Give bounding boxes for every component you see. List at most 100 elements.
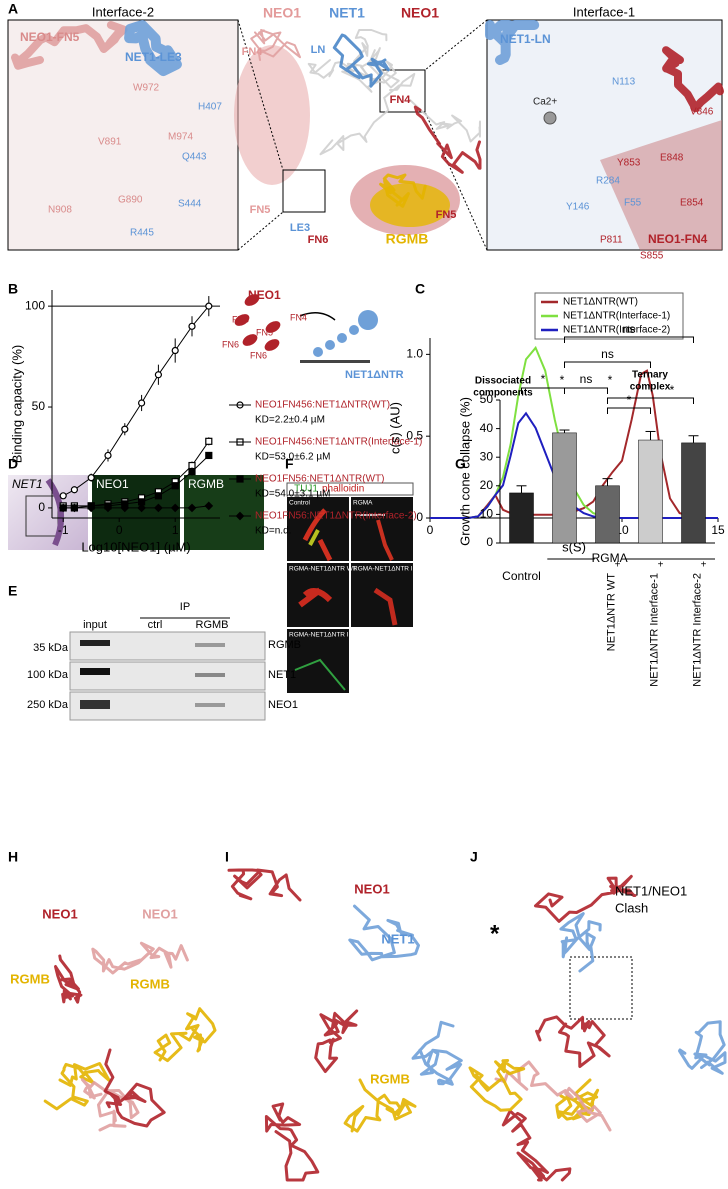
- bar: [595, 485, 620, 544]
- label: NET1: [12, 477, 43, 491]
- structure-trace: [348, 904, 420, 962]
- structure-trace: [413, 105, 482, 174]
- marker: [205, 302, 213, 310]
- label: FN5: [250, 204, 271, 216]
- significance-bracket: [521, 387, 565, 394]
- label: phalloidin: [322, 484, 364, 495]
- annotation: Ternary: [632, 370, 668, 381]
- label: H407: [198, 102, 222, 113]
- label: V846: [690, 107, 714, 118]
- inset-frame: [7, 19, 239, 251]
- marker: [58, 503, 68, 513]
- significance-bracket: [564, 361, 651, 368]
- structure-trace: [307, 59, 379, 93]
- label: NEO1-FN5: [20, 30, 80, 44]
- marker: [171, 346, 179, 355]
- structure-trace: [559, 912, 602, 973]
- legend-label: NET1ΔNTR(WT): [563, 297, 638, 308]
- label: 250 kDa: [27, 699, 69, 711]
- structure-trace: [124, 20, 182, 77]
- group-label: RGMA: [592, 551, 628, 565]
- panel-letter: J: [470, 849, 478, 865]
- cell: [298, 587, 333, 608]
- domain: [325, 340, 335, 350]
- marker: [188, 322, 196, 330]
- band: [80, 668, 110, 675]
- inset-title: Interface-1: [573, 4, 635, 19]
- series-line: [62, 305, 210, 497]
- marker: [103, 503, 113, 513]
- label: E848: [660, 153, 684, 164]
- label: NEO1: [248, 288, 281, 302]
- annotation: Dissociated: [475, 376, 531, 387]
- label: FN4: [390, 94, 412, 106]
- label: FN6: [222, 339, 239, 349]
- label: W972: [133, 83, 160, 94]
- panel-letter: C: [415, 281, 425, 297]
- structure-trace: [332, 33, 390, 88]
- treatment-mark: +: [701, 560, 707, 571]
- label: NEO1-FN4: [648, 232, 708, 246]
- label: RGMA-NET1ΔNTR WT: [289, 566, 357, 573]
- y-tick-label: 100: [25, 298, 45, 312]
- label: Q443: [182, 152, 207, 163]
- marker: [86, 503, 96, 513]
- structure-trace: [485, 20, 540, 65]
- label: Ca2+: [533, 97, 557, 108]
- label: Clash: [615, 900, 648, 915]
- bar: [681, 442, 706, 544]
- label: RGMB: [10, 971, 50, 986]
- label: M974: [168, 132, 193, 143]
- marker: [204, 501, 214, 511]
- bar: [509, 492, 534, 544]
- image: [184, 475, 264, 550]
- structure-trace: [343, 1078, 417, 1133]
- label: NET1-LN: [500, 32, 551, 46]
- label: RGMA-NET1ΔNTR Interface-2: [289, 632, 378, 639]
- label: N908: [48, 205, 72, 216]
- label: FN5: [256, 327, 273, 337]
- legend-kd: KD=2.2±0.4 µM: [255, 415, 325, 426]
- x-tick-label: -1: [58, 523, 69, 537]
- marker: [205, 451, 213, 460]
- panel-letter: E: [8, 583, 17, 599]
- significance-label: *: [670, 383, 675, 397]
- y-tick-label: 30: [480, 449, 494, 463]
- structure-trace: [494, 1060, 612, 1132]
- y-axis-label: Growth cone collapse (%): [457, 397, 472, 546]
- significance-label: *: [541, 372, 546, 386]
- legend-label: NET1ΔNTR(Interface-1): [563, 311, 670, 322]
- y-tick-label: 1.0: [406, 347, 423, 361]
- series-line: [63, 441, 210, 507]
- treatment-mark: +: [658, 560, 664, 571]
- label: NEO1: [42, 906, 77, 921]
- label: Y853: [617, 158, 641, 169]
- label: NET1: [329, 5, 365, 21]
- annotation: components: [473, 388, 533, 399]
- x-tick-label: NET1ΔNTR Interface-2: [691, 573, 703, 687]
- legend-label: NEO1FN56:NET1ΔNTR(Interface-2): [255, 511, 417, 522]
- label: input: [83, 619, 107, 631]
- surface: [300, 360, 370, 363]
- label: N113: [612, 77, 636, 88]
- label: NEO1: [263, 5, 301, 21]
- treatment-mark: +: [615, 560, 621, 571]
- panel-letter: A: [8, 1, 18, 17]
- marker: [154, 371, 162, 379]
- label: S444: [178, 199, 202, 210]
- marker: [171, 482, 179, 490]
- x-tick-label: NET1ΔNTR Interface-1: [648, 573, 660, 687]
- marker: [188, 467, 196, 476]
- marker: [154, 503, 163, 513]
- y-tick-label: 0.5: [406, 428, 423, 442]
- label: G890: [118, 195, 143, 206]
- x-axis-label: Log10[NEO1] (µM): [81, 539, 190, 554]
- label: RGMB: [386, 231, 429, 247]
- label: LN: [311, 44, 326, 56]
- marker: [154, 492, 162, 500]
- y-tick-label: 0: [416, 510, 423, 524]
- significance-label: ns: [580, 372, 593, 386]
- panel-letter: B: [8, 281, 18, 297]
- marker: [59, 492, 67, 500]
- label: NET1-LE3: [125, 50, 182, 64]
